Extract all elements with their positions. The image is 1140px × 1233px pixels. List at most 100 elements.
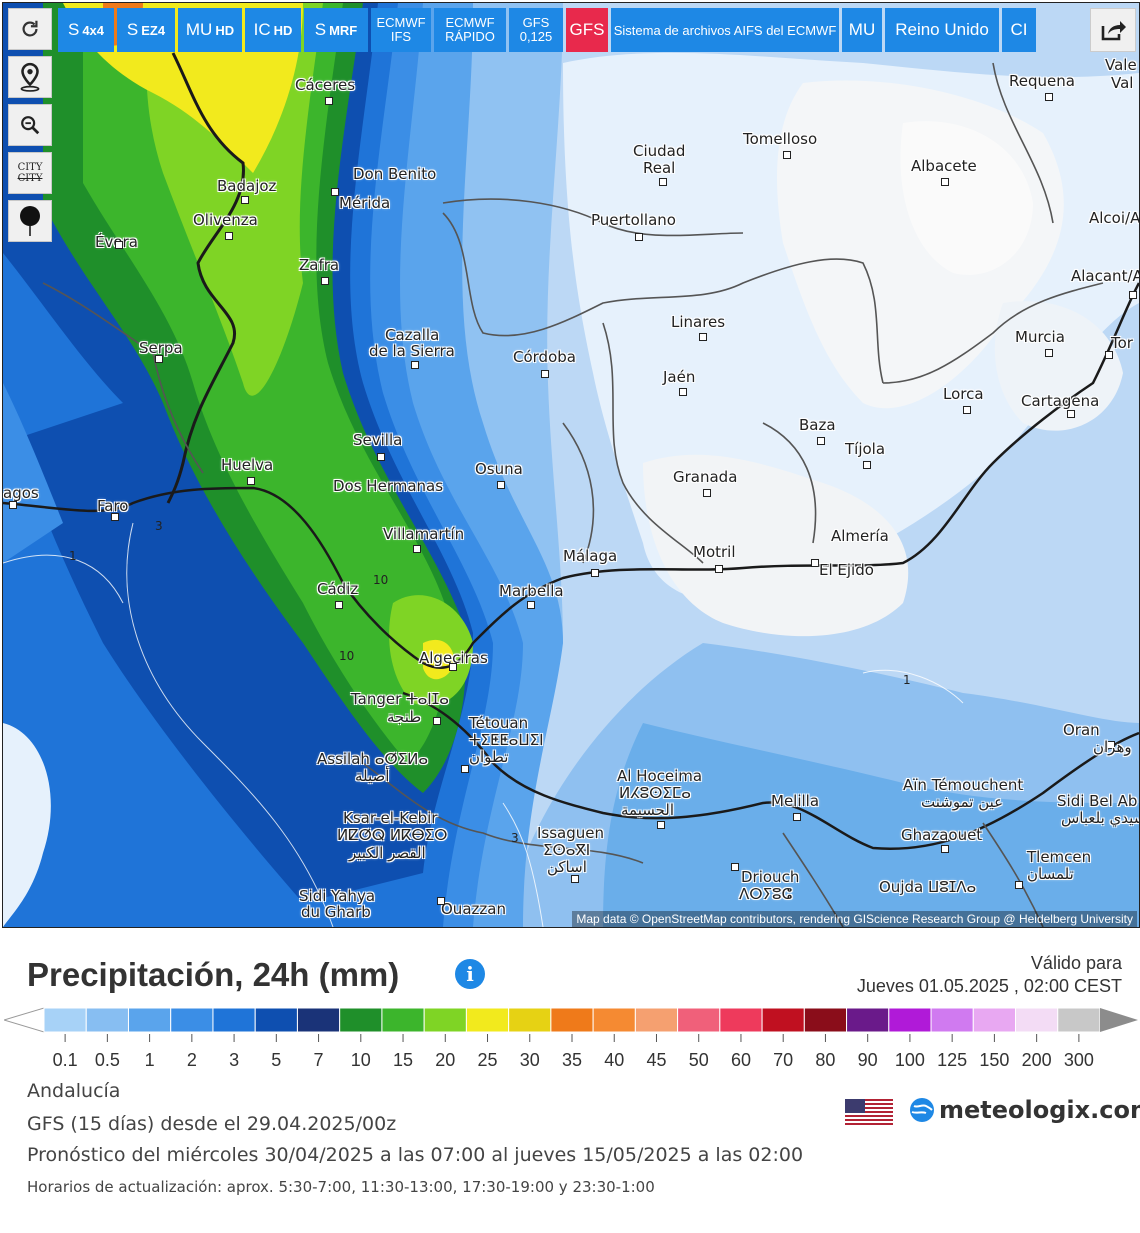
model-button-sublabel: MRF [329, 22, 358, 38]
city-marker [527, 601, 535, 609]
legend-swatch [127, 1007, 172, 1033]
refresh-button[interactable] [8, 8, 52, 50]
city-marker [811, 559, 819, 567]
city-label: Linares [671, 313, 726, 331]
info-icon[interactable]: i [455, 959, 485, 989]
legend-label: 30 [519, 1050, 540, 1070]
city-label: Sidi Yahya [299, 887, 376, 905]
page-title: Precipitación, 24h (mm) [27, 956, 400, 993]
city-toggle-button[interactable]: CITY CITY [8, 152, 52, 194]
model-button[interactable]: MU [842, 8, 882, 52]
city-label: تطوان [469, 748, 509, 766]
valid-label: Válido para [1030, 953, 1122, 973]
forecast-range-line: Pronóstico del miércoles 30/04/2025 a la… [27, 1144, 804, 1166]
legend-swatch [930, 1007, 974, 1033]
city-marker [461, 765, 469, 773]
city-label: Tor [1111, 334, 1133, 352]
city-label: Alacant/A [1071, 267, 1140, 285]
map-pin-icon [20, 62, 40, 92]
city-marker [635, 233, 643, 241]
city-label: طنجة [387, 708, 422, 726]
city-label: Don Benito [353, 165, 437, 183]
model-button[interactable]: Sistema de archivos AIFS del ECMWF [611, 8, 839, 52]
city-marker [335, 601, 343, 609]
model-button[interactable]: GFS 0,125 [509, 8, 563, 52]
model-button-sublabel: 4x4 [82, 22, 105, 38]
city-label: Val [1111, 74, 1134, 92]
precipitation-map[interactable]: Cáceres Requena Vale Val Tomelloso Ciudad Real… [2, 2, 1140, 928]
pin-button[interactable] [8, 200, 52, 242]
legend-swatch [212, 1007, 256, 1033]
city-marker [247, 477, 255, 485]
city-label: Real [643, 159, 676, 177]
refresh-icon [22, 20, 38, 37]
city-marker [321, 277, 329, 285]
city-marker [449, 663, 457, 671]
city-marker [703, 489, 711, 497]
model-button[interactable]: S MRF [304, 8, 368, 52]
color-legend: 0.1 0.5 1 2 3 5 7 10 15 20 25 30 35 40 45 50 60 70 80 90 100… [2, 1006, 1140, 1076]
legend-label: 25 [477, 1050, 498, 1070]
city-marker [241, 196, 249, 204]
city-label: Tlemcen [1027, 848, 1092, 866]
brand-logo[interactable]: meteologix.com [908, 1096, 1140, 1124]
model-button[interactable]: GFS [566, 8, 608, 52]
legend-label: 300 [1063, 1050, 1094, 1070]
legend-swatch [761, 1007, 805, 1033]
legend-swatch [508, 1007, 552, 1033]
city-label: Melilla [771, 792, 820, 810]
legend-label: 70 [773, 1050, 794, 1070]
city-marker [941, 845, 949, 853]
city-marker [1015, 881, 1023, 889]
legend-swatch [254, 1007, 298, 1033]
share-button[interactable] [1090, 8, 1136, 52]
city-marker [1067, 410, 1075, 418]
legend-swatch [423, 1007, 467, 1033]
legend-label: 50 [688, 1050, 709, 1070]
model-button[interactable]: ECMWF RÁPIDO [434, 8, 506, 52]
city-marker [1129, 291, 1137, 299]
city-marker [225, 232, 233, 240]
us-flag-icon[interactable] [845, 1099, 893, 1125]
model-selector-bar: S 4x4 S EZ4 MU HD IC HD S MRF ECMWF IFS ECMWF RÁPIDO G… [58, 8, 1036, 52]
legend-swatch [381, 1007, 425, 1033]
model-button-label: MU [185, 20, 213, 39]
city-label: ⵍⵇⵚⵕ ⵍⴽⴱⵉⵔ [337, 826, 448, 844]
legend-label: 20 [435, 1050, 456, 1070]
city-label: Aïn Témouchent [903, 776, 1024, 794]
city-label: وهران [1093, 738, 1132, 756]
city-label: القصر الكبير [349, 844, 426, 862]
city-label: Oran [1063, 721, 1100, 739]
city-marker [1105, 351, 1113, 359]
model-button[interactable]: ECMWF IFS [371, 8, 431, 52]
legend-label: 100 [894, 1050, 925, 1070]
model-button[interactable]: S EZ4 [117, 8, 175, 52]
contour-label: 3 [511, 831, 519, 845]
contour-label: 10 [373, 573, 389, 587]
map-attribution[interactable]: Map data © OpenStreetMap contributors, r… [572, 911, 1137, 927]
zoom-out-button[interactable] [8, 104, 52, 146]
model-button[interactable]: S 4x4 [58, 8, 114, 52]
city-marker [783, 151, 791, 159]
city-marker [1107, 741, 1115, 749]
model-button[interactable]: CI [1002, 8, 1036, 52]
city-marker [325, 97, 333, 105]
model-button-sublabel: EZ4 [141, 22, 166, 38]
legend-swatch [85, 1007, 129, 1033]
city-label: Huelva [221, 456, 274, 474]
city-marker [679, 388, 687, 396]
legend-label: 40 [604, 1050, 625, 1070]
city-marker [433, 717, 441, 725]
city-label: أصيلة [355, 767, 390, 785]
city-label: Requena [1009, 72, 1075, 90]
location-button[interactable] [8, 56, 52, 98]
model-button-label: S [314, 20, 327, 39]
city-label: Murcia [1015, 328, 1065, 346]
city-label: تلمسان [1027, 865, 1074, 883]
model-button[interactable]: IC HD [245, 8, 301, 52]
city-label: Ouazzan [441, 900, 506, 918]
model-button[interactable]: MU HD [178, 8, 242, 52]
model-button[interactable]: Reino Unido [885, 8, 999, 52]
city-marker [115, 241, 123, 249]
update-times-line: Horarios de actualización: aprox. 5:30-7… [27, 1178, 655, 1196]
